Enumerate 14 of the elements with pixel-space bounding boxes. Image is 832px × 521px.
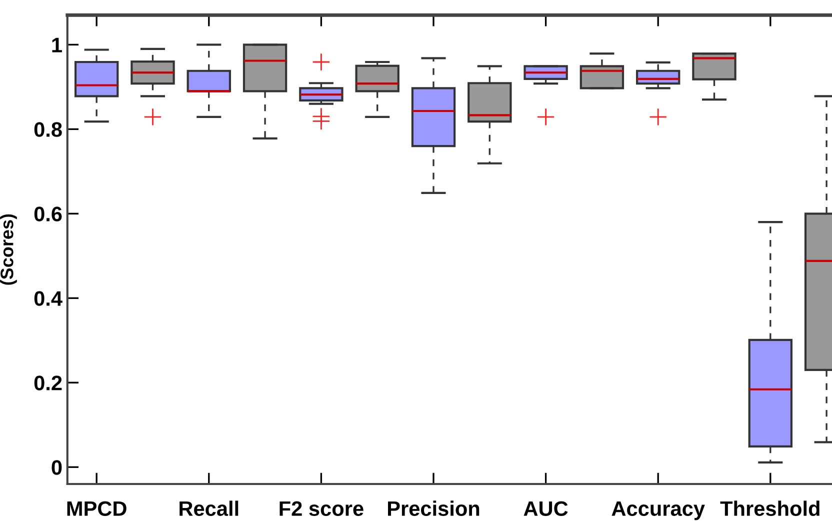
y-tick-label: 0.6 (34, 206, 62, 222)
x-tick-label: Precision (388, 500, 480, 516)
y-tick-label: 1 (52, 38, 62, 52)
y-tick-label: 0.4 (34, 291, 62, 306)
x-tick-label: Threshold (720, 500, 820, 516)
y-axis-title: (Scores) (0, 214, 17, 285)
x-tick-label: AUC (524, 501, 568, 516)
y-tick-label: 0.8 (34, 122, 62, 137)
y-tick-label: 0.2 (34, 376, 62, 390)
x-tick-label: Recall (180, 500, 238, 516)
x-tick-label: Accuracy (612, 501, 705, 520)
y-tick-label: 0 (52, 460, 62, 475)
x-tick-label: MPCD (67, 501, 126, 516)
x-tick-label: F2 score (280, 501, 364, 516)
